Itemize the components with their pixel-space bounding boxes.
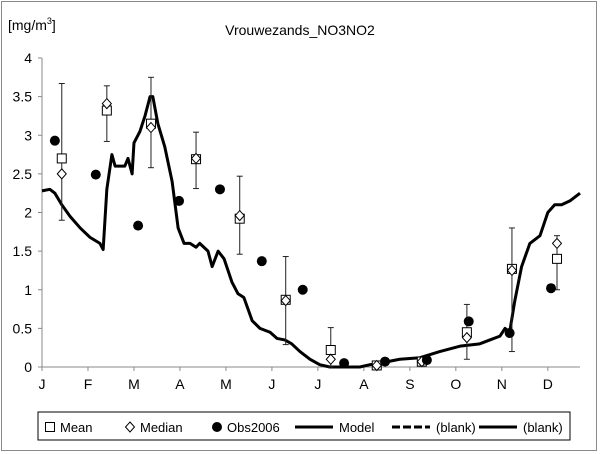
obs2006-point (174, 195, 185, 206)
x-tick-label: A (175, 376, 185, 392)
obs2006-point (421, 355, 432, 366)
mean-point (325, 345, 336, 356)
y-axis-label: [mg/m3] (8, 16, 56, 33)
obs2006-point (214, 184, 225, 195)
y-axis-label-close: ] (52, 17, 56, 33)
x-tick-label: J (39, 376, 46, 392)
legend-square-icon (45, 422, 55, 432)
x-tick-label: J (268, 376, 275, 392)
median-point (325, 353, 336, 366)
x-tick-label: M (128, 376, 140, 392)
legend-circle-icon (212, 422, 222, 432)
obs2006-point (463, 316, 474, 327)
legend-label: Mean (60, 420, 93, 435)
x-tick-label: J (314, 376, 321, 392)
y-tick-label: 4 (24, 50, 32, 66)
median-point (101, 97, 113, 110)
legend-label: Model (339, 420, 375, 435)
median-point (551, 237, 563, 250)
obs2006-point (133, 220, 144, 231)
y-tick-label: 1.5 (13, 243, 33, 259)
legend-label: Obs2006 (227, 420, 280, 435)
chart-title: Vrouwezands_NO3NO2 (225, 22, 375, 38)
legend-label: (blank) (523, 420, 563, 435)
median-point (506, 264, 518, 277)
obs2006-point (546, 283, 557, 294)
obs2006-point (256, 256, 267, 267)
model-line (41, 95, 581, 369)
x-tick-label: N (497, 376, 507, 392)
y-tick-label: 3.5 (13, 89, 33, 105)
y-axis-label-sup: 3 (47, 16, 52, 26)
axes: 0 0.5 1 1.5 2 2.5 3 3.5 4 J F M A M J J A S O N D (13, 50, 580, 392)
mean-point (56, 153, 67, 164)
median-point (145, 121, 157, 134)
obs2006-point (504, 328, 515, 339)
y-tick-label: 2 (24, 205, 32, 221)
legend-label: Median (140, 420, 183, 435)
obs2006-point (297, 284, 308, 295)
x-tick-label: F (84, 376, 93, 392)
median-point (371, 359, 382, 372)
legend-label: (blank) (436, 420, 476, 435)
median-point (56, 168, 67, 180)
y-tick-label: 1 (24, 282, 32, 298)
x-tick-label: A (359, 376, 369, 392)
median-point (461, 331, 473, 344)
x-tick-label: M (220, 376, 232, 392)
y-axis-label-main: [mg/m (8, 17, 47, 33)
obs2006-point (339, 358, 350, 369)
legend: Mean Median Obs2006 Model (blank) (blank) (37, 411, 571, 441)
y-tick-label: 2.5 (13, 166, 33, 182)
x-tick-label: D (543, 376, 553, 392)
legend-diamond-icon (124, 421, 136, 433)
obs2006-point (49, 135, 60, 146)
median-point (280, 294, 291, 307)
y-tick-label: 3 (24, 127, 32, 143)
x-tick-label: O (450, 376, 461, 392)
mean-point (552, 253, 563, 264)
plot-marks (41, 76, 581, 372)
median-point (234, 209, 245, 222)
obs2006-point (90, 169, 101, 180)
y-tick-label: 0.5 (13, 320, 33, 336)
x-tick-label: S (405, 376, 414, 392)
median-point (190, 152, 202, 165)
y-tick-label: 0 (24, 359, 32, 375)
obs2006-point (380, 356, 391, 367)
